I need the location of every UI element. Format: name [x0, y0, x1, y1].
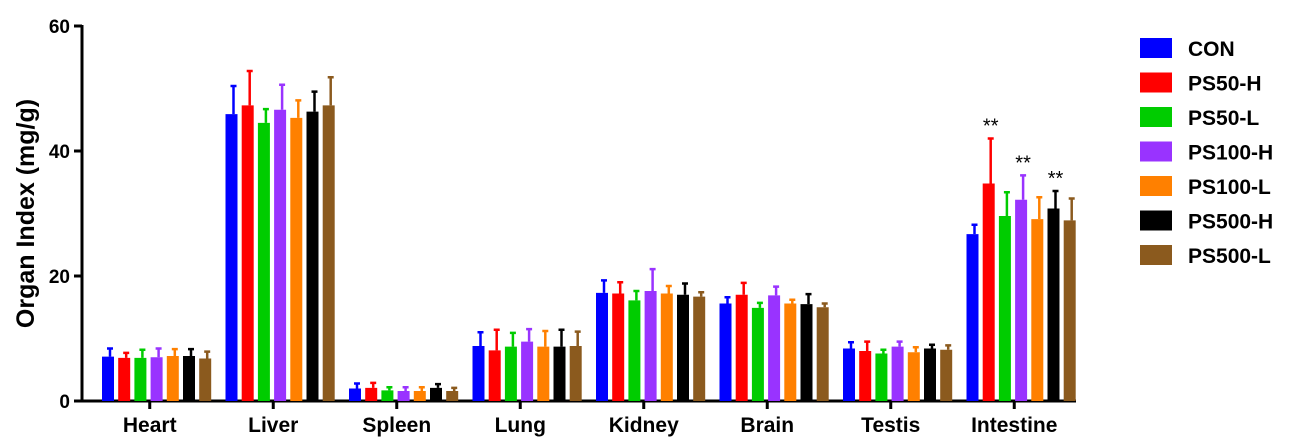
bar-ps100-l-intestine: [1031, 219, 1044, 401]
legend-label-ps500-l: PS500-L: [1188, 245, 1271, 268]
bar-ps500-l-lung: [569, 346, 582, 401]
bar-ps100-l-spleen: [413, 391, 426, 401]
bar-ps50-h-heart: [118, 357, 131, 401]
bar-ps100-h-intestine: [1015, 199, 1028, 401]
bar-con-brain: [719, 303, 732, 401]
bar-ps500-l-liver: [322, 105, 335, 401]
x-tick-label-lung: Lung: [495, 414, 546, 437]
legend-swatch-ps100-l: [1140, 176, 1172, 196]
bar-con-liver: [225, 114, 238, 401]
bar-ps500-h-testis: [924, 348, 936, 401]
y-tick-label: 40: [49, 142, 70, 163]
y-axis-title: Organ Index (mg/g): [12, 99, 40, 328]
bar-ps100-l-liver: [290, 117, 303, 401]
bar-ps500-l-heart: [199, 358, 212, 401]
legend: CON PS50-H PS50-L PS100-H PS100-L PS500-H PS50…: [1140, 38, 1273, 268]
bar-ps50-h-lung: [488, 350, 501, 401]
legend-swatch-ps500-l: [1140, 245, 1172, 265]
bar-ps100-l-testis: [907, 352, 920, 401]
bar-ps50-h-testis: [859, 351, 872, 401]
legend-swatch-ps500-h: [1140, 210, 1172, 231]
significance-marker: **: [1048, 168, 1064, 190]
bar-ps50-h-liver: [241, 105, 254, 401]
bar-ps500-h-heart: [183, 356, 195, 401]
bar-ps100-h-spleen: [397, 391, 410, 401]
bar-ps50-l-testis: [875, 353, 888, 401]
bar-ps50-h-kidney: [612, 293, 625, 401]
y-tick-label: 0: [59, 392, 70, 413]
bar-ps500-h-kidney: [677, 294, 689, 401]
bar-ps100-l-kidney: [660, 293, 673, 401]
bar-ps500-h-lung: [553, 346, 566, 401]
x-tick-label-intestine: Intestine: [971, 414, 1057, 437]
bar-con-heart: [102, 356, 114, 401]
x-tick-label-testis: Testis: [861, 414, 920, 437]
legend-label-ps100-h: PS100-H: [1188, 142, 1273, 165]
legend-swatch-ps50-l: [1140, 107, 1172, 127]
bar-ps50-l-kidney: [628, 300, 641, 401]
bar-con-lung: [472, 346, 485, 401]
bar-con-testis: [843, 348, 855, 401]
bar-ps100-l-lung: [537, 346, 550, 401]
legend-swatch-con: [1140, 38, 1172, 58]
bar-ps50-l-heart: [134, 357, 147, 401]
bar-ps500-h-liver: [306, 111, 319, 401]
bar-ps100-h-kidney: [644, 291, 657, 401]
bar-ps100-h-heart: [150, 357, 163, 401]
bar-ps100-h-liver: [274, 109, 287, 401]
legend-label-ps50-l: PS50-L: [1188, 107, 1259, 130]
legend-label-ps100-l: PS100-L: [1188, 176, 1271, 199]
bar-ps100-h-brain: [768, 295, 781, 401]
plot-area: 0 20 40 60 Organ Index (mg/g) Heart Liver Splee…: [12, 17, 1076, 437]
bar-ps50-l-spleen: [381, 390, 394, 401]
legend-swatch-ps50-h: [1140, 72, 1172, 93]
bar-ps500-l-spleen: [446, 391, 459, 401]
legend-swatch-ps100-h: [1140, 141, 1172, 162]
bar-ps500-l-kidney: [693, 296, 706, 401]
bar-ps500-h-spleen: [430, 387, 442, 401]
bar-ps50-h-brain: [735, 294, 748, 401]
bar-ps50-l-lung: [504, 346, 517, 401]
bar-ps500-l-intestine: [1063, 220, 1076, 401]
bar-ps500-l-testis: [940, 349, 953, 401]
bar-ps500-h-brain: [800, 304, 813, 401]
bar-con-intestine: [966, 234, 979, 401]
x-tick-label-liver: Liver: [248, 414, 298, 437]
y-tick-label: 60: [49, 17, 70, 38]
bar-ps50-l-liver: [257, 122, 270, 401]
bar-con-spleen: [349, 388, 361, 401]
bar-con-kidney: [596, 292, 608, 401]
x-tick-label-heart: Heart: [123, 414, 177, 437]
bar-ps500-h-intestine: [1047, 208, 1060, 401]
x-tick-label-brain: Brain: [740, 414, 794, 437]
x-tick-label-kidney: Kidney: [609, 414, 679, 437]
significance-marker: **: [1015, 152, 1031, 174]
x-tick-label-spleen: Spleen: [362, 414, 431, 437]
legend-label-ps50-h: PS50-H: [1188, 73, 1262, 96]
bar-ps50-l-brain: [751, 307, 764, 401]
bar-ps50-l-intestine: [998, 216, 1011, 401]
bar-ps50-h-spleen: [365, 387, 378, 401]
bar-ps50-h-intestine: [982, 183, 995, 401]
bar-ps100-l-heart: [166, 356, 179, 401]
bar-ps100-h-testis: [891, 346, 904, 401]
bar-ps100-l-brain: [784, 303, 797, 401]
legend-label-con: CON: [1188, 38, 1235, 61]
significance-marker: **: [983, 116, 999, 138]
bar-ps500-l-brain: [816, 307, 829, 401]
legend-label-ps500-h: PS500-H: [1188, 211, 1273, 234]
y-tick-label: 20: [49, 267, 70, 288]
bar-ps100-h-lung: [521, 341, 534, 401]
